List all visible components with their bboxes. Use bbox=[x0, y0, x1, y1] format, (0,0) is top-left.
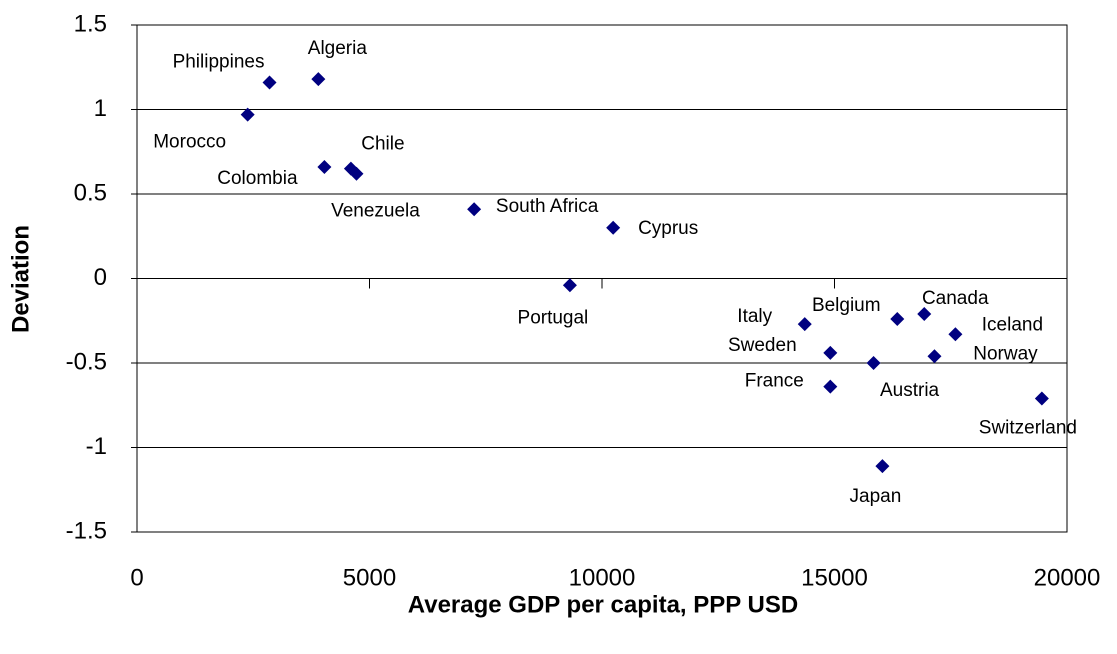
point-label: Switzerland bbox=[979, 418, 1077, 439]
point-label: South Africa bbox=[496, 196, 599, 217]
point-label: Japan bbox=[850, 486, 902, 507]
y-tick-label: -1.5 bbox=[66, 517, 107, 544]
point bbox=[797, 317, 812, 332]
point-label: Algeria bbox=[308, 38, 368, 59]
point bbox=[467, 202, 482, 217]
x-axis-title: Average GDP per capita, PPP USD bbox=[408, 591, 798, 618]
point-label: Iceland bbox=[982, 314, 1043, 335]
point-label: Portugal bbox=[518, 307, 589, 328]
point bbox=[262, 75, 277, 90]
y-tick-label: 0 bbox=[94, 264, 107, 291]
y-tick-label: 1.5 bbox=[74, 10, 107, 37]
point bbox=[317, 159, 332, 174]
point bbox=[890, 312, 905, 327]
y-tick-label: 0.5 bbox=[74, 179, 107, 206]
point bbox=[866, 356, 881, 370]
point-label: France bbox=[745, 371, 804, 392]
point bbox=[823, 345, 838, 360]
x-tick-label: 10000 bbox=[569, 564, 636, 591]
point bbox=[606, 220, 621, 235]
point-label: Chile bbox=[361, 134, 404, 155]
x-tick-label: 0 bbox=[130, 564, 143, 591]
point-label: Colombia bbox=[217, 168, 298, 189]
point-label: Morocco bbox=[153, 132, 226, 153]
point bbox=[917, 306, 932, 321]
point bbox=[1034, 391, 1049, 406]
point bbox=[311, 72, 326, 87]
y-tick-label: -0.5 bbox=[66, 348, 107, 375]
point-label: Cyprus bbox=[638, 218, 698, 239]
point-label: Canada bbox=[922, 288, 989, 309]
point-label: Belgium bbox=[812, 295, 881, 316]
point-label: Philippines bbox=[173, 51, 265, 72]
y-tick-label: -1 bbox=[86, 433, 107, 460]
point bbox=[927, 349, 942, 364]
point-label: Austria bbox=[880, 380, 940, 401]
point bbox=[948, 327, 963, 342]
point-label: Sweden bbox=[728, 335, 797, 356]
x-tick-label: 5000 bbox=[343, 564, 396, 591]
point bbox=[349, 166, 364, 181]
point-label: Italy bbox=[737, 306, 772, 327]
y-axis-title: Deviation bbox=[7, 225, 34, 333]
y-tick-label: 1 bbox=[94, 95, 107, 122]
point-label: Norway bbox=[973, 343, 1038, 364]
x-tick-label: 20000 bbox=[1034, 564, 1101, 591]
point bbox=[823, 379, 838, 394]
point bbox=[875, 459, 890, 474]
point bbox=[240, 107, 255, 122]
point bbox=[562, 278, 577, 293]
point-label: Venezuela bbox=[331, 201, 420, 222]
x-tick-label: 15000 bbox=[801, 564, 868, 591]
